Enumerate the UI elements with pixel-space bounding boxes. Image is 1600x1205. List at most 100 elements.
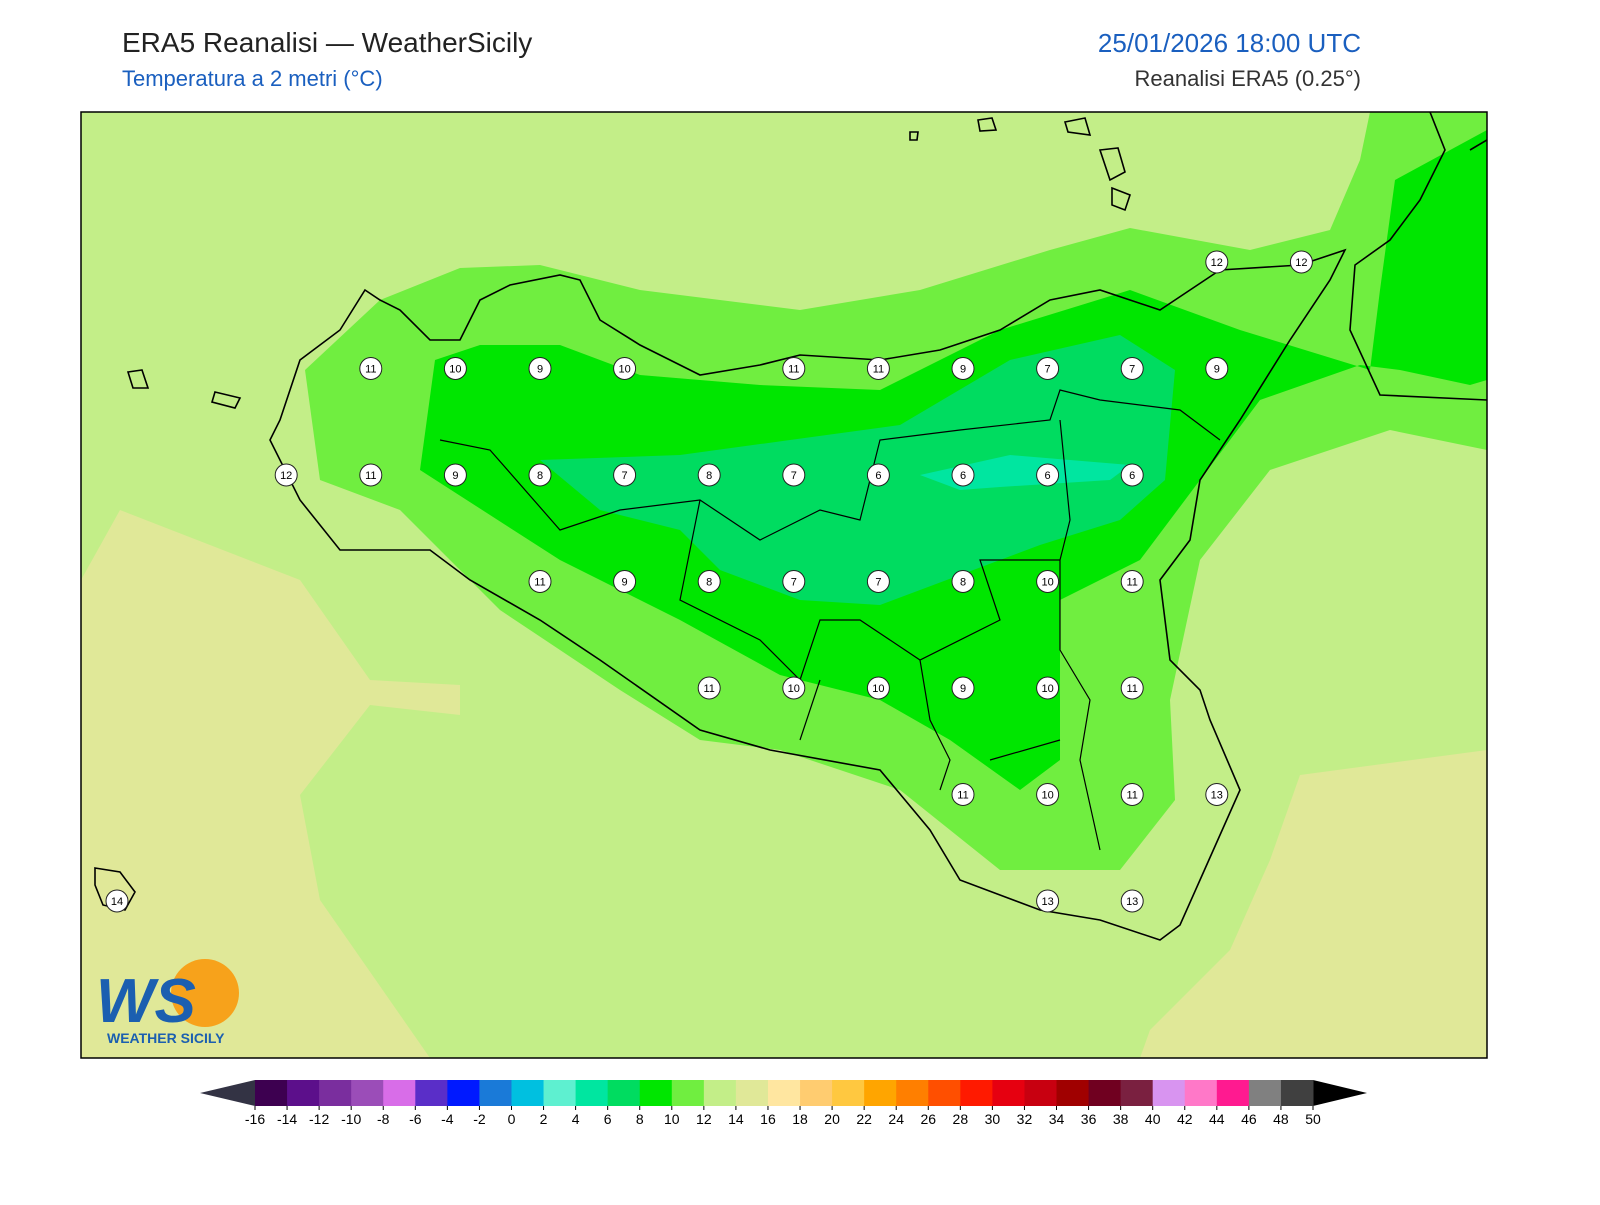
color-bin: [800, 1080, 833, 1106]
station-marker: [1289, 250, 1313, 274]
colorbar-under: [200, 1080, 255, 1106]
station-marker: [951, 676, 975, 700]
station-value: 10: [618, 364, 630, 376]
tick-label: 14: [728, 1111, 744, 1127]
station-marker: [359, 357, 383, 380]
station-value: 7: [622, 470, 628, 482]
tick-label: 26: [920, 1111, 936, 1127]
station-marker: [951, 357, 975, 380]
logo-caption: WEATHER SICILY: [107, 1030, 225, 1046]
station-value: 13: [1211, 790, 1223, 802]
island: [94, 117, 1131, 911]
station-value: 9: [622, 577, 628, 589]
station-value: 7: [1045, 364, 1051, 376]
station-marker: [866, 676, 890, 700]
station-value: 11: [873, 364, 884, 376]
station-value: 8: [537, 470, 543, 482]
station-marker: [782, 570, 806, 593]
color-bin: [703, 1080, 737, 1106]
station-value: 6: [960, 470, 966, 482]
color-bin: [1248, 1080, 1282, 1106]
station-marker: [1120, 463, 1144, 487]
tick-label: 48: [1273, 1111, 1289, 1127]
color-bin: [1216, 1080, 1250, 1106]
color-bin: [575, 1080, 609, 1106]
color-bin: [832, 1080, 865, 1106]
color-bin: [1056, 1080, 1090, 1106]
station-value: 11: [957, 790, 968, 802]
tick-label: 22: [856, 1111, 872, 1127]
station-value: 11: [1126, 683, 1137, 695]
tick-label: -2: [473, 1111, 486, 1127]
coastline: [1469, 139, 1487, 151]
station-value: 6: [1129, 470, 1135, 482]
date: 25/01/2026 18:00 UTC: [1098, 28, 1361, 58]
map: 12 12 11 10 9 10 11 11 9 7 7 9 12 11 9 8 7 8 7 6 6 6 6 11 9 8 7 7 8 1…: [81, 112, 1487, 1058]
tick-label: -16: [245, 1111, 265, 1127]
tick-label: 40: [1145, 1111, 1161, 1127]
station-value: 14: [111, 896, 123, 908]
station-marker: [1036, 889, 1060, 913]
color-bin: [1120, 1080, 1154, 1106]
color-bin: [896, 1080, 929, 1106]
color-bin: [287, 1080, 320, 1106]
station-marker: [1120, 570, 1144, 593]
station-marker: [782, 463, 806, 487]
station-marker: [1120, 889, 1144, 913]
station-marker: [1205, 357, 1229, 380]
station-marker: [443, 463, 467, 487]
station-marker: [782, 357, 806, 380]
tick-label: 36: [1081, 1111, 1097, 1127]
station-value: 10: [1041, 577, 1053, 589]
title: ERA5 Reanalisi — WeatherSicily: [122, 27, 532, 58]
stations: 12 12 11 10 9 10 11 11 9 7 7 9 12 11 9 8 7 8 7 6 6 6 6 11 9 8 7 7 8 1…: [105, 250, 1313, 913]
tick-label: -6: [409, 1111, 422, 1127]
station-marker: [951, 783, 975, 806]
station-value: 11: [703, 683, 714, 695]
station-value: 11: [365, 470, 376, 482]
color-bin: [864, 1080, 897, 1106]
province-border: [439, 389, 1221, 851]
station-value: 9: [960, 683, 966, 695]
station-value: 9: [960, 364, 966, 376]
color-bin: [960, 1080, 993, 1106]
subtitle: Temperatura a 2 metri (°C): [122, 66, 383, 91]
station-value: 11: [365, 364, 376, 376]
source: Reanalisi ERA5 (0.25°): [1135, 66, 1361, 91]
station-value: 8: [960, 577, 966, 589]
station-marker: [1036, 783, 1060, 806]
tick-label: 6: [604, 1111, 612, 1127]
station-value: 11: [788, 364, 799, 376]
station-marker: [1205, 250, 1229, 274]
tick-label: -12: [309, 1111, 329, 1127]
station-value: 9: [452, 470, 458, 482]
station-marker: [528, 463, 552, 487]
station-marker: [274, 463, 298, 487]
color-bin: [639, 1080, 673, 1106]
station-value: 7: [1129, 364, 1135, 376]
color-bin: [415, 1080, 448, 1106]
color-bin: [255, 1080, 288, 1106]
tick-label: 0: [508, 1111, 516, 1127]
tick-label: 50: [1305, 1111, 1321, 1127]
station-value: 8: [706, 470, 712, 482]
station-value: 10: [449, 364, 461, 376]
color-bin: [992, 1080, 1025, 1106]
color-bin: [607, 1080, 641, 1106]
station-value: 9: [537, 364, 543, 376]
tick-label: 44: [1209, 1111, 1225, 1127]
color-bin: [319, 1080, 352, 1106]
station-marker: [697, 463, 721, 487]
color-bin: [1024, 1080, 1058, 1106]
color-bin: [511, 1080, 545, 1106]
station-marker: [1036, 463, 1060, 487]
tick-label: -4: [441, 1111, 454, 1127]
station-value: 6: [1045, 470, 1051, 482]
station-marker: [613, 463, 637, 487]
color-bin: [1152, 1080, 1186, 1106]
color-bin: [767, 1080, 801, 1106]
station-marker: [528, 570, 552, 593]
tick-label: 46: [1241, 1111, 1257, 1127]
warm-area: [1140, 750, 1487, 1058]
